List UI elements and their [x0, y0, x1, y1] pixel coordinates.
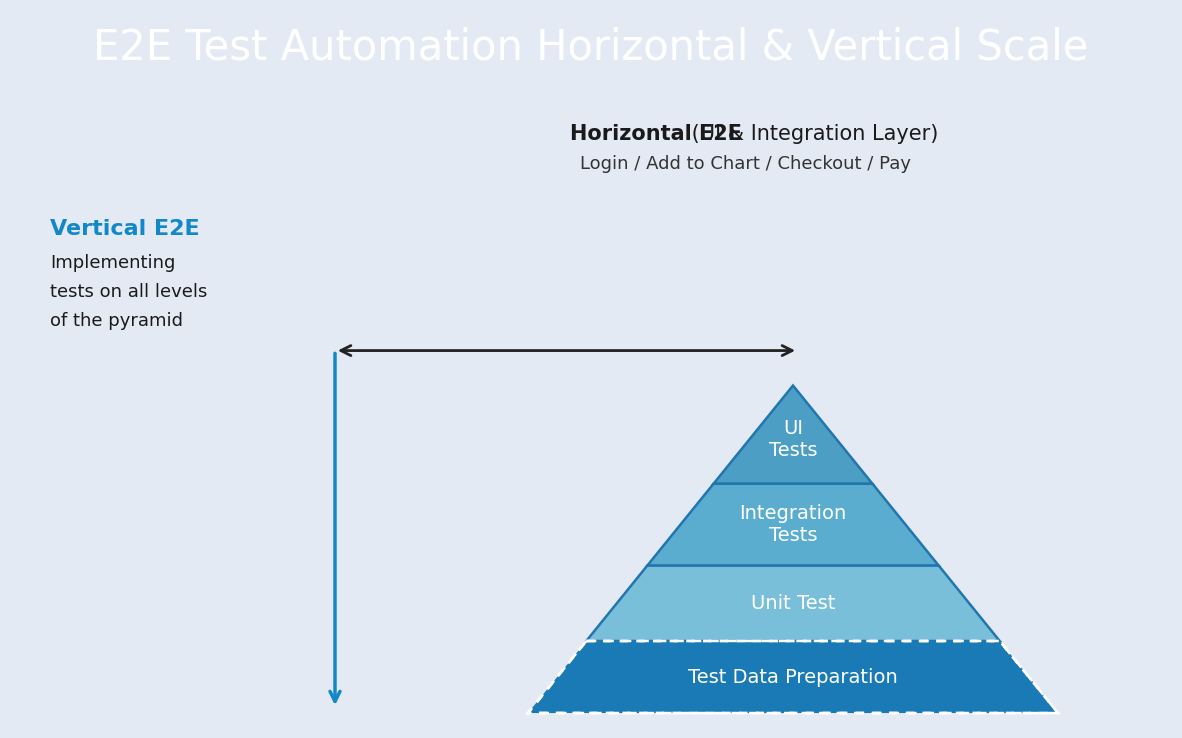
Polygon shape — [648, 484, 939, 565]
Text: UI
Tests: UI Tests — [768, 419, 817, 460]
Polygon shape — [714, 385, 872, 484]
Text: (UI & Integration Layer): (UI & Integration Layer) — [686, 124, 939, 144]
Text: Horizontal E2E: Horizontal E2E — [570, 124, 742, 144]
Text: Vertical E2E: Vertical E2E — [50, 218, 200, 239]
Text: Integration
Tests: Integration Tests — [740, 504, 846, 545]
Text: Unit Test: Unit Test — [751, 594, 836, 613]
Polygon shape — [528, 641, 1058, 713]
Text: Test Data Preparation: Test Data Preparation — [688, 667, 898, 686]
Polygon shape — [586, 565, 1000, 641]
Text: Login / Add to Chart / Checkout / Pay: Login / Add to Chart / Checkout / Pay — [580, 155, 911, 173]
Text: Implementing
tests on all levels
of the pyramid: Implementing tests on all levels of the … — [50, 254, 207, 330]
Text: E2E Test Automation Horizontal & Vertical Scale: E2E Test Automation Horizontal & Vertica… — [93, 27, 1089, 69]
